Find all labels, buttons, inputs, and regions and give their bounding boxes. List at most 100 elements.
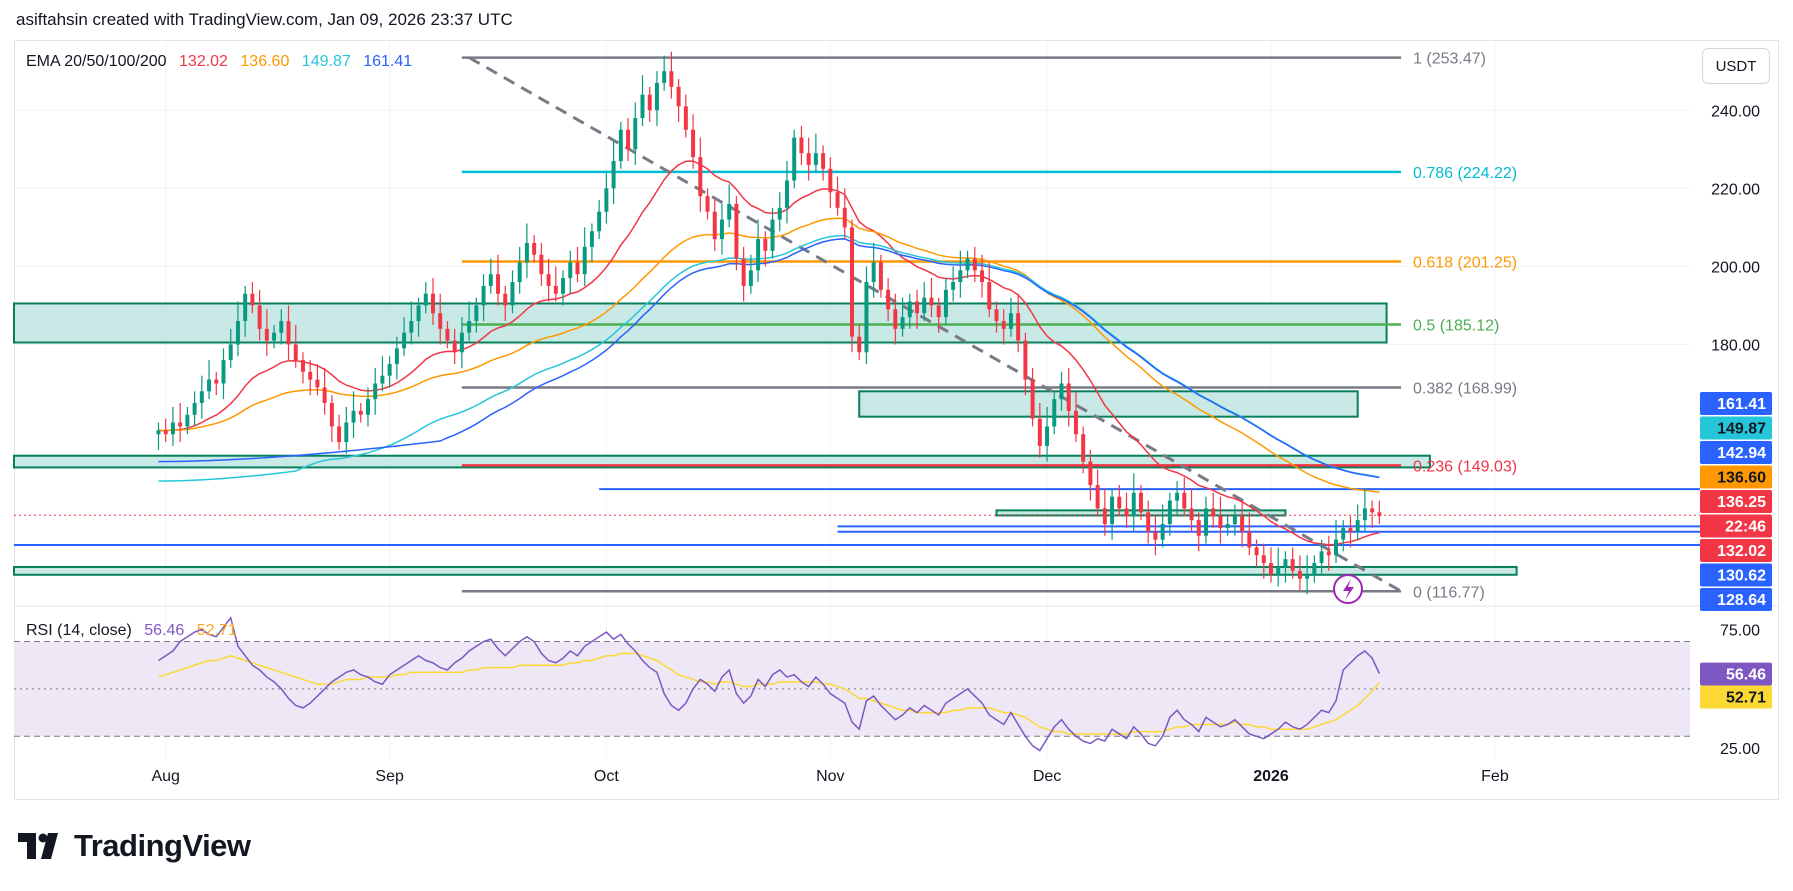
rsi-tick-label: 25.00: [1720, 741, 1760, 758]
candle-body: [748, 270, 753, 286]
candle-body: [1355, 520, 1360, 532]
candle-body: [604, 188, 609, 212]
candle-body: [503, 293, 508, 306]
zone-rect: [13, 565, 1518, 576]
price-label-bg: [1700, 465, 1772, 489]
candle-body: [864, 282, 869, 353]
price-label-bg: [1700, 416, 1772, 440]
candle-body: [698, 157, 703, 197]
price-tick-label: 220.00: [1711, 181, 1760, 198]
rsi-tick-label: 75.00: [1720, 623, 1760, 640]
candle-body: [1088, 461, 1093, 485]
time-tick-label: Nov: [816, 768, 844, 785]
candle-body: [156, 430, 161, 435]
candle-body: [770, 219, 775, 251]
ema-legend: EMA 20/50/100/200 132.02 136.60 149.87 1…: [26, 53, 420, 71]
candle-body: [315, 379, 320, 388]
zone-rect: [858, 390, 1359, 418]
rsi-value: 56.46: [144, 622, 185, 639]
candle-body: [373, 383, 378, 400]
candle-body: [438, 313, 443, 329]
candle-body: [907, 301, 912, 318]
candle-body: [1124, 508, 1129, 517]
candle-body: [365, 399, 370, 415]
candle-body: [936, 305, 941, 318]
candle-body: [322, 387, 327, 404]
candle-body: [821, 153, 826, 169]
candle-body: [777, 207, 782, 220]
candle-body: [1001, 321, 1006, 329]
candle-body: [893, 309, 898, 329]
candle-body: [257, 305, 262, 329]
candle-body: [669, 71, 674, 87]
candle-body: [1203, 508, 1208, 536]
tradingview-logo-icon: [18, 833, 58, 859]
candle-body: [1066, 383, 1071, 411]
candle-body: [1131, 492, 1136, 517]
candle-body: [488, 274, 493, 286]
candle-body: [647, 94, 652, 111]
candle-body: [1189, 508, 1194, 521]
candle-body: [980, 270, 985, 283]
alert-icon[interactable]: [1333, 574, 1363, 604]
candle-body: [192, 403, 197, 415]
zone-rect: [13, 302, 1388, 344]
candle-body: [1030, 379, 1035, 419]
candle-body: [1247, 531, 1252, 548]
time-tick-label: Oct: [594, 768, 619, 785]
candle-body: [1240, 516, 1245, 532]
fib-label: 0.618 (201.25): [1413, 255, 1517, 272]
candle-body: [358, 410, 363, 415]
candle-body: [1167, 500, 1172, 525]
candle-body: [662, 71, 667, 83]
candle-body: [1052, 399, 1057, 427]
candle-body: [279, 321, 284, 333]
candle-body: [972, 258, 977, 271]
candle-body: [951, 282, 956, 290]
candle-body: [1370, 508, 1375, 513]
candle-body: [452, 340, 457, 353]
candle-body: [965, 258, 970, 271]
candle-body: [597, 211, 602, 232]
candle-body: [1377, 512, 1382, 517]
candle-body: [1319, 551, 1324, 564]
candle-body: [1102, 508, 1107, 525]
candle-body: [221, 360, 226, 384]
candle-body: [394, 348, 399, 364]
tradingview-logo-text: TradingView: [74, 828, 251, 863]
candle-body: [1225, 524, 1230, 528]
rsi-label-text: 52.71: [1726, 690, 1766, 707]
price-label-bg: [1700, 563, 1772, 587]
support-resistance-zones: [13, 302, 1518, 576]
fib-label: 0 (116.77): [1413, 584, 1485, 601]
candle-body: [351, 410, 356, 423]
tradingview-logo[interactable]: TradingView: [18, 828, 251, 864]
candle-body: [416, 305, 421, 322]
candle-body: [1182, 492, 1187, 509]
candle-body: [835, 192, 840, 208]
time-axis: Aug Sep Oct Nov Dec 2026 Feb: [151, 768, 1508, 785]
candle-body: [568, 262, 573, 279]
candle-body: [792, 137, 797, 181]
price-labels: 161.41 149.87 142.94 136.60 136.25 22:46 132.0…: [1700, 392, 1772, 709]
candle-body: [1073, 410, 1078, 435]
time-tick-label: Sep: [375, 768, 404, 785]
ema-20-line: [158, 160, 1380, 546]
price-label-bg: [1700, 490, 1772, 513]
candle-body: [546, 274, 551, 286]
candle-body: [618, 129, 623, 162]
time-tick-label: Dec: [1033, 768, 1061, 785]
candle-body: [878, 262, 883, 290]
candle-body: [235, 321, 240, 345]
candle-body: [1283, 559, 1288, 567]
candle-body: [300, 360, 305, 372]
candle-body: [575, 262, 580, 275]
rsi-ma-value: 52.71: [196, 622, 237, 639]
candle-body: [813, 153, 818, 165]
candle-body: [850, 227, 854, 337]
currency-button[interactable]: USDT: [1702, 48, 1770, 84]
candle-body: [532, 242, 537, 255]
rsi-label-text: 56.46: [1726, 667, 1766, 684]
candle-body: [712, 211, 717, 240]
